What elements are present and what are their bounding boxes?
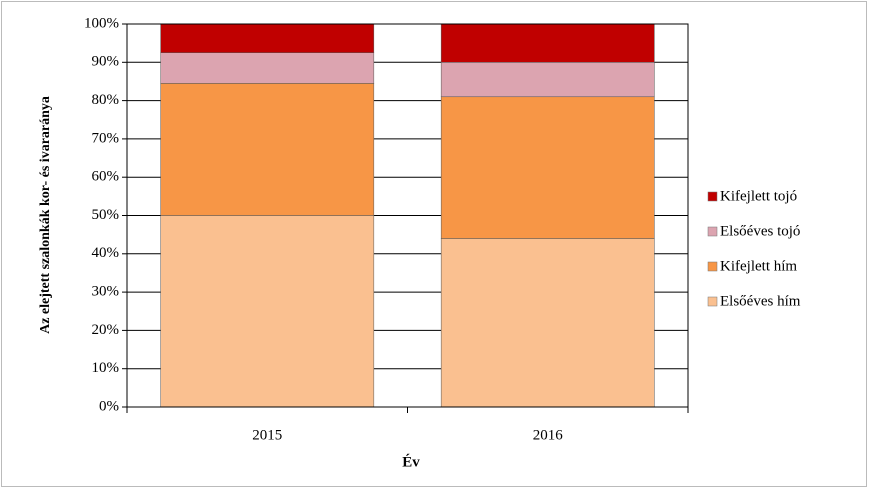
y-tick-label: 50%: [92, 207, 120, 223]
bar-segment: [160, 215, 375, 408]
y-tick-label: 0%: [99, 398, 119, 414]
y-tick-label: 10%: [92, 360, 120, 376]
bar-segment: [160, 23, 375, 53]
legend-swatch: [707, 191, 718, 202]
legend-swatch: [707, 296, 718, 307]
x-tick-label: 2016: [533, 427, 564, 443]
legend-label: Elsőéves hím: [720, 293, 801, 309]
bar-segment: [440, 238, 655, 408]
legend-label: Elsőéves tojó: [720, 223, 800, 239]
y-axis-title: Az elejtett szalonkák kor- és ivararánya: [38, 96, 53, 334]
y-tick-label: 70%: [92, 130, 120, 146]
x-tick-label: 2015: [252, 427, 282, 443]
legend-label: Kifejlett hím: [720, 258, 797, 274]
x-axis-title: Év: [402, 453, 420, 470]
y-tick-label: 40%: [92, 245, 120, 261]
y-tick-label: 100%: [84, 15, 119, 31]
y-tick-label: 60%: [92, 169, 120, 185]
bar-segment: [160, 83, 375, 216]
bar-segment: [440, 62, 655, 98]
legend-swatch: [707, 261, 718, 272]
y-tick-label: 90%: [92, 54, 120, 70]
bar-segment: [440, 23, 655, 63]
y-tick-label: 20%: [92, 322, 120, 338]
legend-label: Kifejlett tojó: [720, 188, 797, 204]
bar-segment: [440, 96, 655, 239]
y-tick-label: 30%: [92, 284, 120, 300]
bar-segment: [160, 52, 375, 84]
y-tick-label: 80%: [92, 92, 120, 108]
legend-swatch: [707, 226, 718, 237]
